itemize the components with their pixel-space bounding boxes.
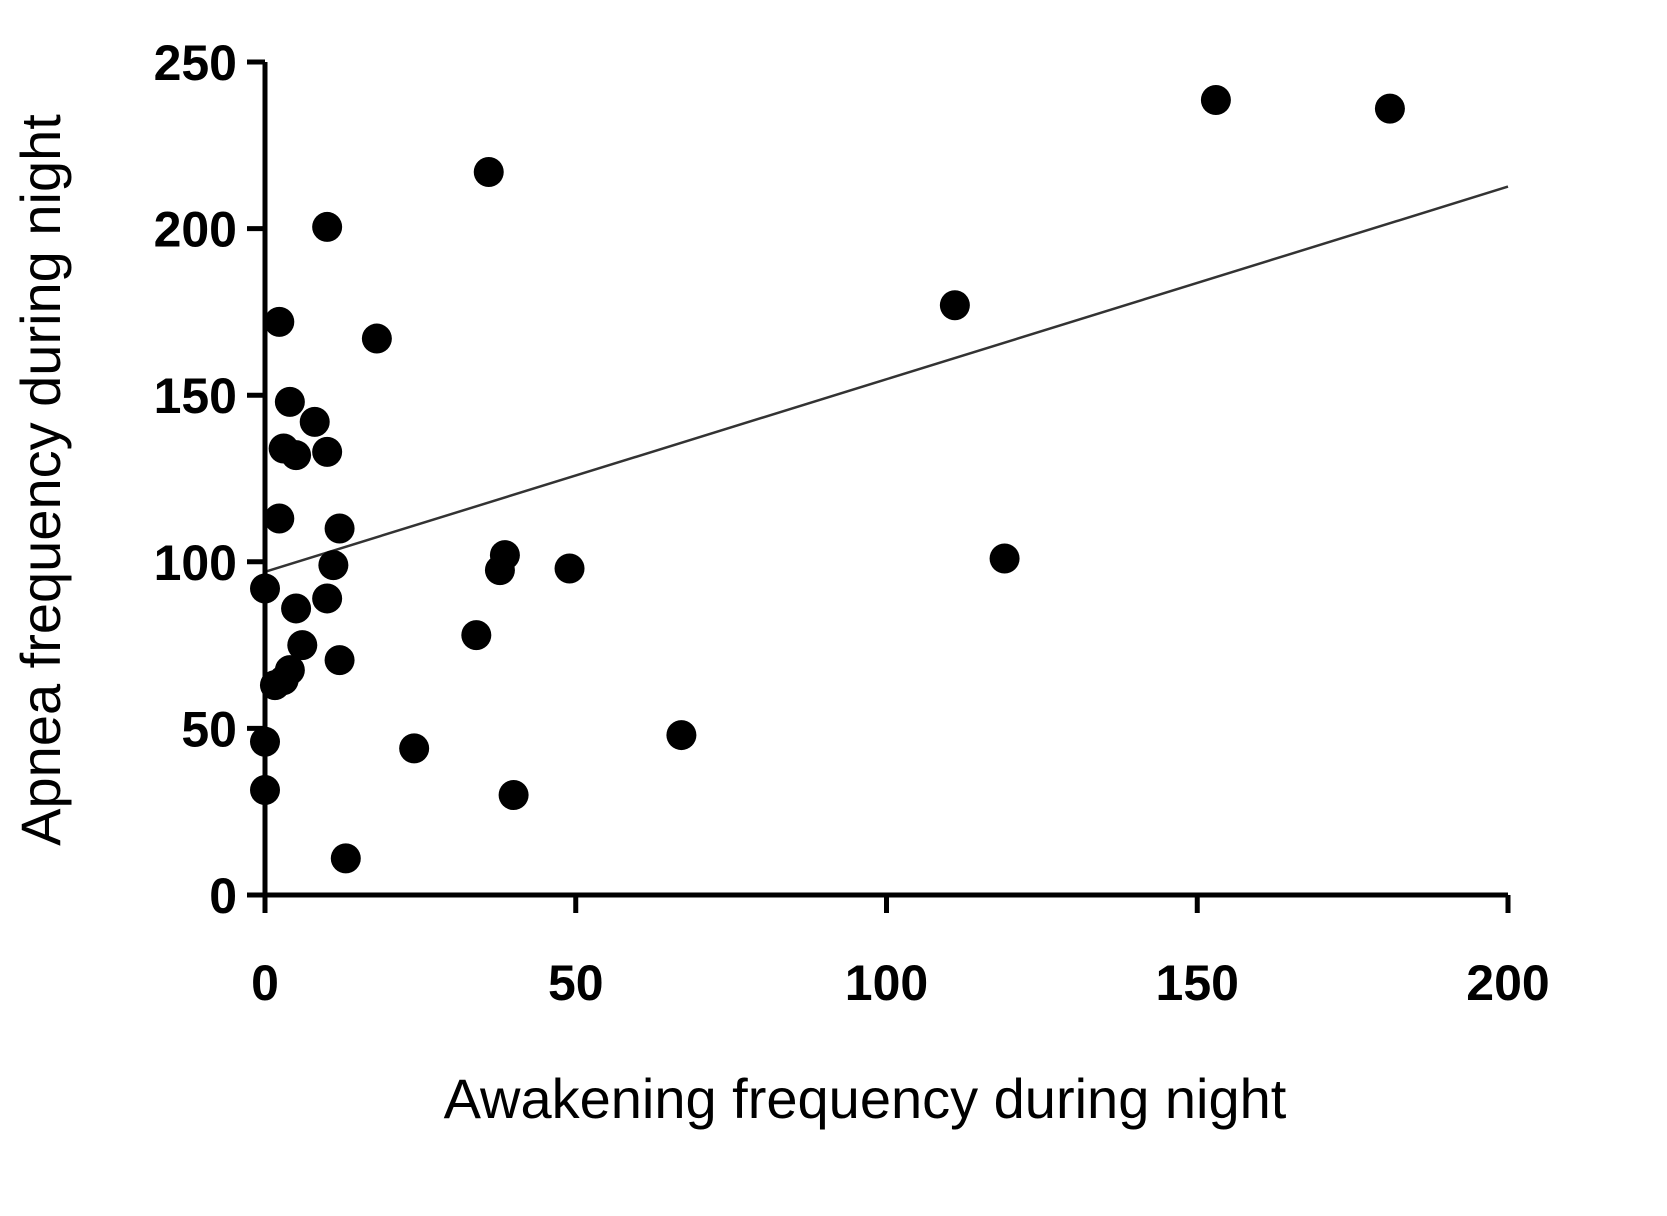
data-point bbox=[399, 733, 430, 764]
x-tick-label: 150 bbox=[1156, 955, 1239, 1011]
y-tick-label: 0 bbox=[209, 868, 237, 924]
regression-line bbox=[264, 185, 1509, 573]
data-point bbox=[312, 583, 343, 614]
x-tick-label: 0 bbox=[251, 955, 279, 1011]
data-point bbox=[312, 211, 343, 242]
data-point bbox=[312, 436, 343, 467]
data-point bbox=[361, 323, 392, 354]
data-point bbox=[330, 843, 361, 874]
y-tick-label: 50 bbox=[181, 701, 237, 757]
data-point bbox=[324, 513, 355, 544]
y-tick-label: 100 bbox=[154, 535, 237, 591]
x-tick-label: 100 bbox=[845, 955, 928, 1011]
data-point bbox=[264, 503, 295, 534]
data-point bbox=[666, 720, 697, 751]
data-point bbox=[989, 543, 1020, 574]
data-point bbox=[299, 406, 330, 437]
y-tick-label: 250 bbox=[154, 35, 237, 91]
x-tick-label: 200 bbox=[1466, 955, 1549, 1011]
data-point bbox=[1374, 93, 1405, 124]
data-point bbox=[287, 630, 318, 661]
x-axis-label: Awakening frequency during night bbox=[444, 1067, 1287, 1130]
y-tick-label: 200 bbox=[154, 202, 237, 258]
data-point bbox=[461, 620, 492, 651]
data-point bbox=[318, 550, 349, 581]
data-point bbox=[281, 440, 312, 471]
data-point bbox=[484, 555, 515, 586]
data-point bbox=[473, 156, 504, 187]
data-point bbox=[281, 593, 312, 624]
data-point bbox=[324, 645, 355, 676]
data-point bbox=[498, 780, 529, 811]
data-point bbox=[274, 386, 305, 417]
data-point bbox=[264, 306, 295, 337]
data-point bbox=[1200, 84, 1231, 115]
data-point bbox=[554, 553, 585, 584]
y-tick-label: 150 bbox=[154, 368, 237, 424]
x-tick-label: 50 bbox=[548, 955, 604, 1011]
y-axis-label: Apnea frequency during night bbox=[9, 114, 72, 846]
data-point bbox=[939, 290, 970, 321]
